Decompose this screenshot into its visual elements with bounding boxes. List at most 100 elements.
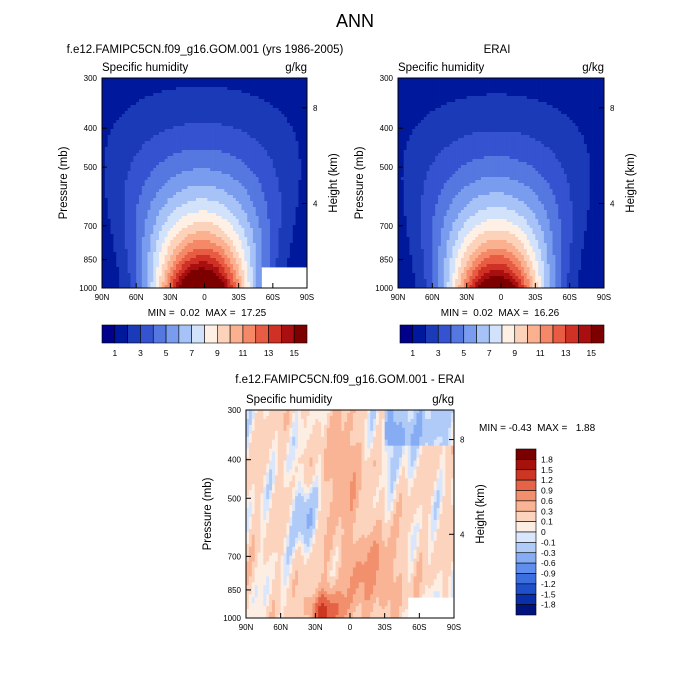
heatmap-cell bbox=[193, 261, 197, 265]
heatmap-cell bbox=[210, 195, 214, 199]
heatmap-cell bbox=[127, 96, 131, 100]
heatmap-cell bbox=[261, 153, 265, 157]
heatmap-cell bbox=[130, 126, 134, 130]
heatmap-cell bbox=[201, 255, 205, 259]
heatmap-cell bbox=[153, 267, 157, 271]
heatmap-cell bbox=[153, 99, 157, 103]
heatmap-cell bbox=[224, 102, 228, 106]
heatmap-cell bbox=[158, 270, 163, 274]
heatmap-cell bbox=[139, 276, 143, 280]
heatmap-cell bbox=[193, 192, 197, 196]
heatmap-cell bbox=[241, 120, 245, 124]
heatmap-cell bbox=[127, 159, 131, 163]
heatmap-cell bbox=[284, 81, 288, 85]
heatmap-cell bbox=[164, 81, 168, 85]
heatmap-cell bbox=[190, 258, 194, 262]
heatmap-cell bbox=[144, 99, 148, 103]
heatmap-cell bbox=[247, 78, 251, 82]
heatmap-cell bbox=[241, 204, 245, 208]
heatmap-cell bbox=[269, 135, 274, 139]
heatmap-cell bbox=[130, 204, 134, 208]
heatmap-cell bbox=[201, 111, 205, 115]
heatmap-cell bbox=[107, 285, 111, 289]
heatmap-cell bbox=[102, 135, 106, 139]
heatmap-cell bbox=[264, 228, 268, 232]
heatmap-cell bbox=[127, 153, 131, 157]
heatmap-cell bbox=[161, 105, 166, 109]
heatmap-cell bbox=[287, 258, 291, 262]
heatmap-cell bbox=[238, 279, 242, 283]
heatmap-cell bbox=[244, 252, 248, 256]
heatmap-cell bbox=[281, 246, 285, 250]
heatmap-cell bbox=[298, 111, 302, 115]
heatmap-cell bbox=[156, 171, 160, 175]
heatmap-cell bbox=[230, 114, 234, 118]
heatmap-cell bbox=[121, 129, 126, 133]
heatmap-cell bbox=[170, 150, 174, 154]
heatmap-cell bbox=[130, 264, 134, 268]
heatmap-cell bbox=[144, 165, 148, 169]
heatmap-cell bbox=[267, 216, 271, 220]
heatmap-cell bbox=[107, 117, 111, 121]
heatmap-cell bbox=[102, 189, 106, 193]
heatmap-cell bbox=[247, 285, 251, 289]
heatmap-cell bbox=[267, 102, 271, 106]
heatmap-cell bbox=[210, 249, 214, 253]
heatmap-cell bbox=[304, 96, 308, 100]
heatmap-cell bbox=[227, 207, 231, 211]
heatmap-cell bbox=[252, 87, 257, 91]
heatmap-cell bbox=[244, 195, 248, 199]
heatmap-cell bbox=[178, 147, 183, 151]
heatmap-cell bbox=[287, 249, 291, 253]
heatmap-cell bbox=[230, 120, 234, 124]
heatmap-cell bbox=[161, 93, 166, 97]
heatmap-cell bbox=[232, 261, 237, 265]
heatmap-cell bbox=[278, 162, 282, 166]
heatmap-cell bbox=[201, 93, 205, 97]
heatmap-cell bbox=[207, 78, 211, 82]
heatmap-cell bbox=[178, 114, 183, 118]
heatmap-cell bbox=[187, 216, 191, 220]
heatmap-cell bbox=[121, 252, 126, 256]
heatmap-cell bbox=[139, 159, 143, 163]
heatmap-cell bbox=[184, 138, 188, 142]
heatmap-cell bbox=[156, 141, 160, 145]
heatmap-cell bbox=[241, 132, 245, 136]
heatmap-cell bbox=[116, 195, 120, 199]
heatmap-cell bbox=[250, 129, 254, 133]
heatmap-cell bbox=[198, 192, 203, 196]
heatmap-cell bbox=[170, 108, 174, 112]
heatmap-cell bbox=[116, 81, 120, 85]
heatmap-cell bbox=[110, 96, 114, 100]
heatmap-cell bbox=[156, 225, 160, 229]
heatmap-cell bbox=[133, 177, 137, 181]
heatmap-cell bbox=[195, 282, 200, 286]
heatmap-cell bbox=[281, 123, 285, 127]
heatmap-cell bbox=[255, 267, 259, 271]
heatmap-cell bbox=[267, 261, 271, 265]
heatmap-cell bbox=[224, 159, 228, 163]
heatmap-cell bbox=[102, 267, 106, 271]
heatmap-cell bbox=[298, 144, 302, 148]
heatmap-cell bbox=[153, 135, 157, 139]
heatmap-cell bbox=[193, 99, 197, 103]
heatmap-cell bbox=[158, 105, 163, 109]
heatmap-cell bbox=[215, 285, 220, 289]
heatmap-cell bbox=[210, 108, 214, 112]
heatmap-cell bbox=[230, 93, 234, 97]
heatmap-cell bbox=[292, 96, 297, 100]
heatmap-cell bbox=[269, 147, 274, 151]
heatmap-cell bbox=[255, 174, 259, 178]
heatmap-cell bbox=[116, 141, 120, 145]
heatmap-cell bbox=[158, 252, 163, 256]
heatmap-cell bbox=[102, 252, 106, 256]
heatmap-cell bbox=[275, 135, 279, 139]
heatmap-cell bbox=[227, 177, 231, 181]
heatmap-cell bbox=[104, 108, 109, 112]
heatmap-cell bbox=[121, 117, 126, 121]
heatmap-cell bbox=[139, 189, 143, 193]
heatmap-cell bbox=[184, 84, 188, 88]
heatmap-cell bbox=[190, 87, 194, 91]
heatmap-cell bbox=[261, 111, 265, 115]
heatmap-cell bbox=[224, 156, 228, 160]
